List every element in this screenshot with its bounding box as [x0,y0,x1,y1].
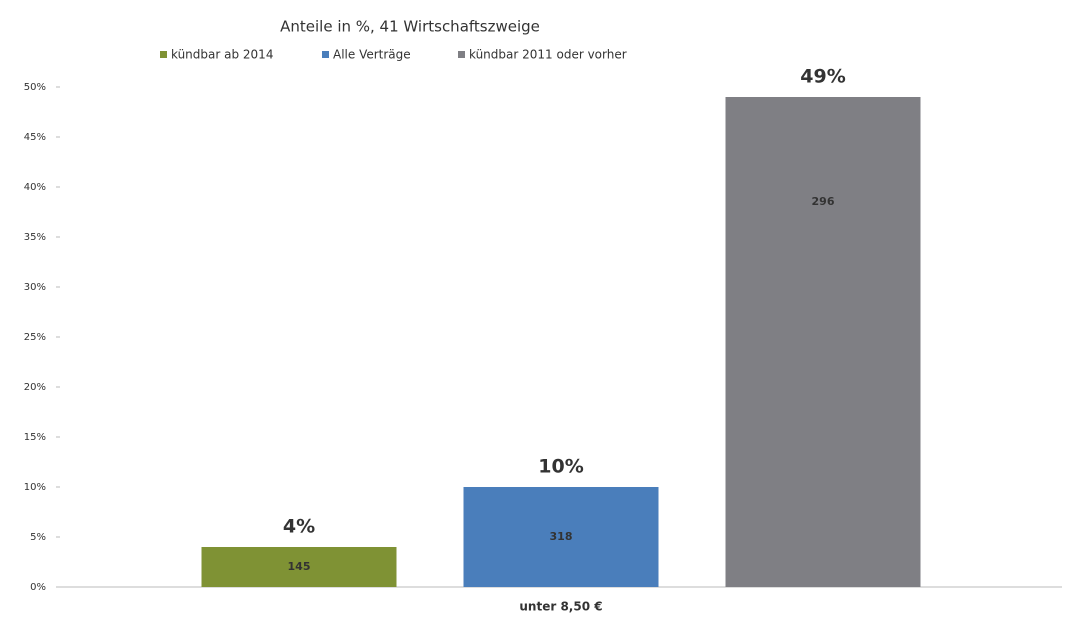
value-label: 49% [800,66,845,88]
legend-swatch [458,51,465,58]
y-tick-label: 20% [24,382,46,393]
y-tick-label: 0% [30,582,46,593]
count-label: 318 [550,530,573,543]
y-tick-label: 35% [24,232,46,243]
legend-swatch [322,51,329,58]
count-label: 296 [812,195,835,208]
y-tick-label: 40% [24,182,46,193]
y-tick-label: 10% [24,482,46,493]
y-tick-label: 50% [24,82,46,93]
chart-title: Anteile in %, 41 Wirtschaftszweige [280,18,540,36]
value-label: 10% [538,456,583,478]
bar [725,97,921,587]
y-tick-label: 25% [24,332,46,343]
y-tick-label: 45% [24,132,46,143]
bar [463,487,659,587]
y-tick-label: 30% [24,282,46,293]
legend-label: kündbar ab 2014 [171,48,273,62]
bar [201,547,397,587]
legend-swatch [160,51,167,58]
y-tick-label: 5% [30,532,46,543]
count-label: 145 [288,560,311,573]
x-tick-label: unter 8,50 € [519,600,602,614]
value-label: 4% [283,516,315,538]
legend-label: Alle Verträge [333,48,411,62]
y-tick-label: 15% [24,432,46,443]
legend-label: kündbar 2011 oder vorher [469,48,627,62]
